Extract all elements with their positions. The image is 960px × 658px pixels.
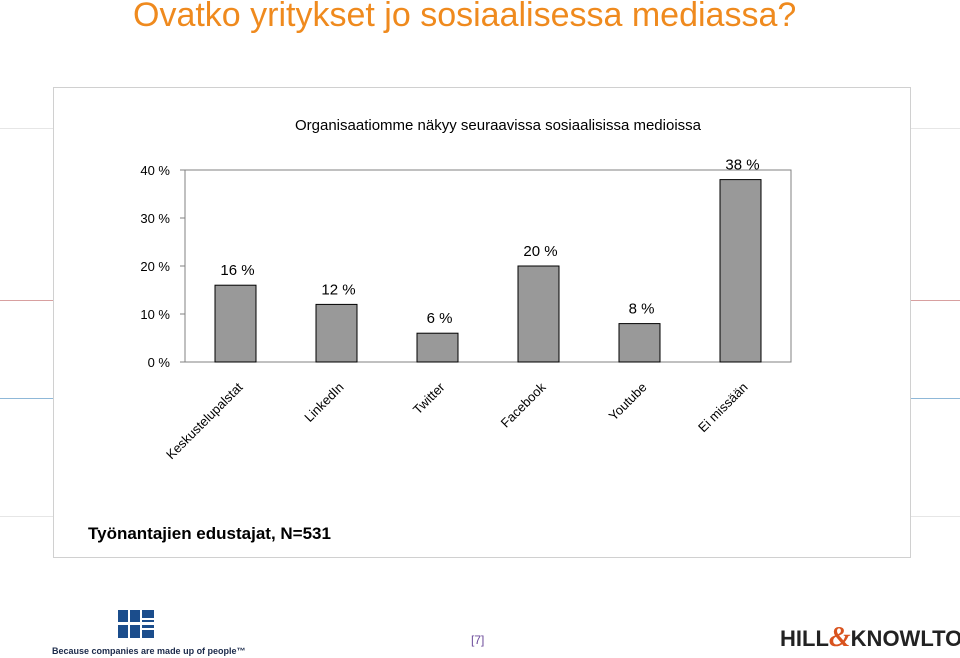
- chart-title: Organisaatiomme näkyy seuraavissa sosiaa…: [295, 117, 702, 134]
- data-label: 16 %: [220, 262, 254, 279]
- brand-part2: KNOWLTON: [850, 626, 960, 651]
- decor-line: [0, 516, 53, 517]
- decor-line: [0, 128, 53, 129]
- y-tick-label: 20 %: [140, 259, 170, 274]
- y-tick-label: 0 %: [148, 355, 171, 370]
- bar: [719, 179, 762, 363]
- slide-title: Ovatko yritykset jo sosiaalisessa medias…: [133, 0, 797, 34]
- brand-logo: HILL&KNOWLTON: [780, 622, 960, 654]
- chart-container: Organisaatiomme näkyy seuraavissa sosiaa…: [53, 87, 911, 558]
- decor-line: [909, 398, 960, 399]
- x-tick-label: Keskustelupalstat: [163, 379, 246, 462]
- bar: [214, 284, 257, 363]
- bar: [315, 303, 358, 363]
- page-number: [7]: [471, 633, 485, 647]
- brand-ampersand: &: [828, 622, 851, 653]
- bar: [618, 323, 661, 363]
- y-tick-label: 30 %: [140, 211, 170, 226]
- y-tick-label: 10 %: [140, 307, 170, 322]
- footer-tagline: Because companies are made up of people™: [52, 646, 246, 656]
- bar: [416, 332, 459, 363]
- x-tick-label: Youtube: [606, 380, 650, 424]
- x-tick-label: Ei missään: [695, 380, 751, 436]
- logo-mark-icon: [118, 610, 154, 638]
- data-label: 6 %: [427, 310, 453, 327]
- decor-line: [909, 516, 960, 517]
- company-logo: Because companies are made up of people™: [52, 608, 252, 656]
- brand-part1: HILL: [780, 626, 829, 651]
- bar-chart: Organisaatiomme näkyy seuraavissa sosiaa…: [140, 117, 792, 462]
- data-label: 38 %: [725, 157, 759, 174]
- y-tick-label: 40 %: [140, 163, 170, 178]
- chart-caption: Työnantajien edustajat, N=531: [88, 524, 331, 543]
- decor-line: [0, 300, 53, 301]
- decor-line: [0, 398, 53, 399]
- x-tick-label: Twitter: [410, 379, 448, 417]
- bar: [517, 265, 560, 363]
- x-tick-label: LinkedIn: [301, 380, 346, 425]
- data-label: 12 %: [321, 281, 355, 298]
- plot-area: [184, 169, 792, 363]
- x-tick-label: Facebook: [498, 379, 549, 430]
- data-label: 20 %: [523, 243, 557, 260]
- decor-line: [909, 128, 960, 129]
- decor-line: [909, 300, 960, 301]
- data-label: 8 %: [629, 301, 655, 318]
